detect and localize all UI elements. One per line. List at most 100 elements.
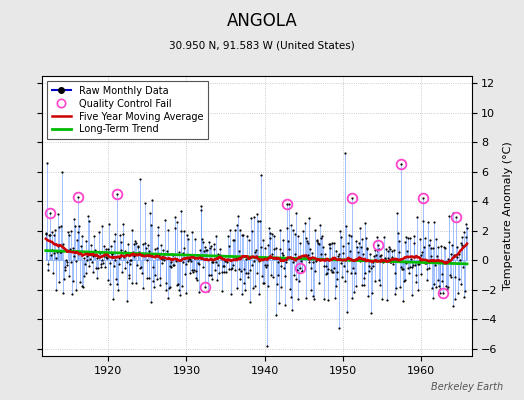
Point [422,266,431,272]
Point [116,232,124,238]
Point [115,261,123,267]
Point [46,232,54,238]
Point [161,217,169,223]
Point [430,219,439,225]
Point [240,280,248,286]
Point [430,281,438,288]
Point [71,223,79,229]
Point [99,223,107,229]
Point [320,296,328,302]
Point [250,283,259,289]
Point [183,236,192,242]
Point [439,290,447,296]
Point [231,267,239,274]
Point [111,231,119,237]
Point [239,232,247,238]
Point [394,230,402,236]
Point [347,233,355,239]
Point [204,288,212,294]
Point [201,284,210,290]
Point [152,244,161,251]
Point [181,271,189,277]
Point [311,268,319,274]
Point [102,254,111,261]
Point [386,246,395,252]
Point [49,269,57,276]
Point [217,288,226,294]
Point [123,298,132,304]
Point [218,269,226,275]
Point [228,265,236,271]
Point [458,242,467,248]
Point [323,296,332,303]
Point [344,256,353,263]
Point [322,263,330,269]
Point [263,342,271,349]
Point [410,240,419,246]
Point [136,176,145,182]
Point [182,261,191,267]
Point [58,168,67,175]
Point [341,150,350,156]
Point [299,255,308,261]
Point [186,270,194,276]
Point [358,235,366,242]
Point [86,256,94,262]
Point [139,241,147,248]
Point [187,258,195,264]
Point [330,240,338,246]
Point [275,300,283,306]
Point [406,235,414,241]
Point [160,257,169,263]
Point [296,264,304,271]
Point [249,214,258,220]
Y-axis label: Temperature Anomaly (°C): Temperature Anomaly (°C) [504,142,514,290]
Point [206,272,215,278]
Point [209,259,217,265]
Point [336,228,344,234]
Point [373,234,381,240]
Point [91,247,100,254]
Point [47,252,55,258]
Point [67,228,75,234]
Point [275,246,283,252]
Point [357,244,365,250]
Point [222,269,231,275]
Point [306,245,314,252]
Point [45,232,53,239]
Point [288,259,297,265]
Point [341,278,349,284]
Point [368,290,376,296]
Point [137,264,145,270]
Point [296,240,304,246]
Point [68,290,76,297]
Point [298,268,306,274]
Point [293,267,301,273]
Point [301,294,310,301]
Point [355,239,363,246]
Point [129,241,138,248]
Point [212,259,220,266]
Point [441,245,449,252]
Point [359,250,367,257]
Point [269,246,278,252]
Point [221,258,229,264]
Point [50,232,59,238]
Point [102,246,110,252]
Point [214,251,223,257]
Point [391,291,400,297]
Point [192,268,200,274]
Point [100,242,108,249]
Point [388,254,396,260]
Point [260,280,268,286]
Point [428,295,436,301]
Point [173,218,181,225]
Point [135,249,143,255]
Point [51,226,59,233]
Point [249,285,257,291]
Point [364,293,372,299]
Point [454,290,462,297]
Point [287,222,296,228]
Point [266,235,274,241]
Point [320,262,329,269]
